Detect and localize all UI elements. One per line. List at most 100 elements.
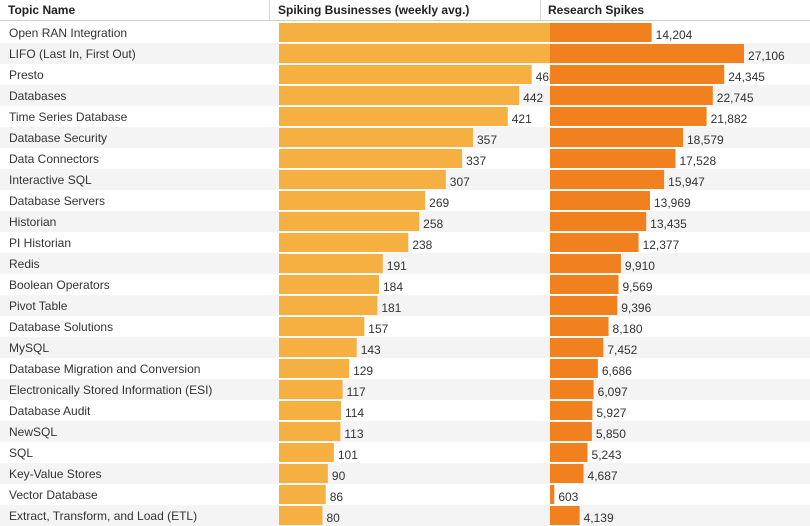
businesses-value-label: 337 — [466, 154, 486, 168]
businesses-bar — [279, 170, 446, 189]
research-value-label: 22,745 — [717, 91, 754, 105]
topic-label[interactable]: Data Connectors — [9, 152, 99, 166]
businesses-value-label: 113 — [344, 427, 363, 441]
businesses-bar — [279, 254, 383, 273]
topic-label[interactable]: Database Migration and Conversion — [9, 362, 200, 376]
research-bar — [550, 317, 609, 336]
research-value-label: 21,882 — [711, 112, 748, 126]
topic-label[interactable]: Pivot Table — [9, 299, 68, 313]
topic-label[interactable]: Vector Database — [9, 488, 98, 502]
topic-label[interactable]: PI Historian — [9, 236, 71, 250]
businesses-value-label: 157 — [368, 322, 388, 336]
column-divider — [269, 0, 270, 20]
topic-label[interactable]: Extract, Transform, and Load (ETL) — [9, 509, 197, 523]
businesses-bar — [279, 86, 520, 105]
row-background — [0, 337, 810, 358]
research-value-label: 603 — [558, 490, 578, 504]
businesses-value-label: 307 — [450, 175, 470, 189]
research-value-label: 6,097 — [598, 385, 628, 399]
topic-label[interactable]: Time Series Database — [9, 110, 128, 124]
topic-column-header[interactable]: Topic Name — [8, 3, 76, 17]
research-bar — [550, 212, 647, 231]
businesses-bar — [279, 191, 426, 210]
research-bar — [550, 359, 598, 378]
businesses-value-label: 90 — [332, 469, 346, 483]
businesses-value-label: 421 — [512, 112, 532, 126]
businesses-value-label: 80 — [326, 511, 340, 525]
businesses-bar — [279, 128, 473, 147]
topic-label[interactable]: Database Servers — [9, 194, 105, 208]
businesses-value-label: 117 — [347, 385, 366, 399]
businesses-value-label: 114 — [345, 406, 364, 420]
research-value-label: 5,927 — [596, 406, 626, 420]
research-bar — [550, 443, 588, 462]
research-bar — [550, 506, 580, 525]
businesses-bar — [279, 380, 343, 399]
research-bar — [550, 65, 725, 84]
businesses-bar — [279, 359, 350, 378]
research-value-label: 5,850 — [596, 427, 626, 441]
topic-label[interactable]: Interactive SQL — [9, 173, 92, 187]
research-value-label: 14,204 — [656, 28, 693, 42]
topic-label[interactable]: Redis — [9, 257, 40, 271]
research-bar — [550, 485, 555, 504]
research-value-label: 13,435 — [650, 217, 687, 231]
header-underline — [0, 20, 810, 21]
businesses-bar — [279, 506, 323, 525]
research-value-label: 9,910 — [625, 259, 655, 273]
row-background — [0, 421, 810, 442]
topic-label[interactable]: NewSQL — [9, 425, 57, 439]
research-bar — [550, 44, 745, 63]
topic-label[interactable]: Key-Value Stores — [9, 467, 102, 481]
research-value-label: 27,106 — [748, 49, 785, 63]
businesses-bar — [279, 296, 378, 315]
topic-label[interactable]: Database Security — [9, 131, 107, 145]
research-bar — [550, 380, 594, 399]
topic-label[interactable]: Presto — [9, 68, 44, 82]
topic-label[interactable]: Databases — [9, 89, 66, 103]
topic-label[interactable]: Boolean Operators — [9, 278, 110, 292]
businesses-bar — [279, 317, 365, 336]
businesses-bar — [279, 422, 341, 441]
businesses-value-label: 357 — [477, 133, 497, 147]
businesses-value-label: 238 — [412, 238, 432, 252]
topic-label[interactable]: Electronically Stored Information (ESI) — [9, 383, 212, 397]
businesses-column-header[interactable]: Spiking Businesses (weekly avg.) — [278, 3, 470, 17]
research-bar — [550, 464, 584, 483]
businesses-value-label: 129 — [353, 364, 373, 378]
row-background — [0, 505, 810, 526]
businesses-value-label: 184 — [383, 280, 403, 294]
research-bar — [550, 86, 713, 105]
research-value-label: 13,969 — [654, 196, 691, 210]
topic-label[interactable]: MySQL — [9, 341, 49, 355]
businesses-bar — [279, 338, 357, 357]
businesses-value-label: 86 — [330, 490, 344, 504]
research-value-label: 12,377 — [643, 238, 680, 252]
research-bar — [550, 170, 665, 189]
row-background — [0, 379, 810, 400]
research-bar — [550, 149, 676, 168]
topic-label[interactable]: Database Solutions — [9, 320, 113, 334]
businesses-value-label: 258 — [423, 217, 443, 231]
research-column-header[interactable]: Research Spikes — [548, 3, 645, 17]
topic-label[interactable]: Historian — [9, 215, 56, 229]
businesses-bar — [279, 275, 379, 294]
topic-label[interactable]: LIFO (Last In, First Out) — [9, 47, 136, 61]
businesses-value-label: 181 — [381, 301, 401, 315]
businesses-bar — [279, 401, 341, 420]
businesses-bar — [279, 212, 420, 231]
research-value-label: 4,687 — [588, 469, 618, 483]
businesses-value-label: 101 — [338, 448, 358, 462]
research-bar — [550, 338, 604, 357]
topic-label[interactable]: Database Audit — [9, 404, 91, 418]
research-bar — [550, 23, 652, 42]
topic-label[interactable]: Open RAN Integration — [9, 26, 127, 40]
businesses-bar — [279, 44, 563, 63]
businesses-value-label: 191 — [387, 259, 407, 273]
businesses-bar — [279, 65, 532, 84]
businesses-bar — [279, 23, 576, 42]
research-bar — [550, 422, 592, 441]
topic-label[interactable]: SQL — [9, 446, 33, 460]
